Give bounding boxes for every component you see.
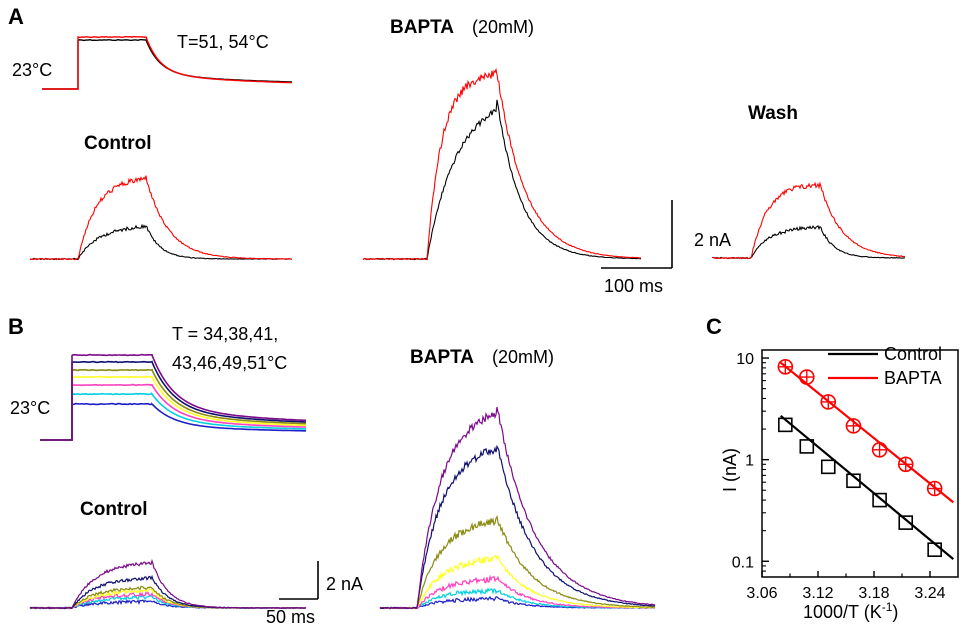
panel-a-baseline-temp-label: 23°C (12, 60, 52, 80)
panel-c-x-axis-title: 1000/T (K-1) (803, 600, 898, 622)
panel-a-scale-current-label: 2 nA (694, 230, 731, 250)
panel-b-control-label: Control (80, 499, 148, 520)
panel-c-letter: C (706, 314, 722, 339)
panel-c-axes: 3.06 3.12 3.18 3.24 0.1 1 10 (732, 351, 946, 602)
data-point-bapta (845, 418, 862, 434)
panel-c-legend: Control BAPTA (828, 344, 942, 388)
panel-c-chart: 3.06 3.12 3.18 3.24 0.1 1 10 Control BAPTA 1000… (720, 344, 959, 622)
y-tick-label: 1 (745, 453, 754, 470)
series-bapta (777, 359, 955, 504)
panel-a-letter: A (8, 4, 24, 29)
panel-a-wash-label: Wash (748, 103, 798, 124)
panel-a-control-trace-high (29, 175, 292, 261)
panel-b-baseline-temp-label: 23°C (10, 398, 50, 418)
panel-a: A 23°C T=51, 54°C Control BAPTA (20mM) W… (8, 4, 906, 296)
panel-a-control-label: Control (84, 133, 152, 154)
panel-a-wash-trace-high (712, 181, 906, 260)
data-point-control (846, 473, 861, 489)
panel-a-step-temps-label: T=51, 54°C (177, 32, 269, 52)
legend-label-control: Control (884, 344, 942, 364)
x-tick-label: 3.18 (858, 585, 889, 602)
panel-b-temp-trace-2 (40, 391, 306, 441)
panel-b-temp-trace-6 (40, 360, 307, 441)
y-tick-label: 0.1 (732, 554, 754, 571)
panel-b-bapta-trace-3 (379, 574, 656, 610)
panel-b-step-temps-label-line1: T = 34,38,41, (172, 324, 278, 344)
panel-b-bapta-conc-label: (20mM) (492, 347, 554, 367)
data-point-bapta (777, 359, 794, 375)
panel-a-wash-traces (712, 181, 906, 260)
panel-b-control-traces (29, 558, 307, 610)
data-point-bapta (798, 369, 815, 385)
panel-a-control-trace-low (29, 223, 293, 261)
panel-a-control-traces (29, 175, 293, 261)
panel-a-bapta-trace-high (362, 67, 641, 261)
data-point-control (927, 542, 942, 557)
panel-a-scale-time-label: 100 ms (604, 276, 663, 296)
data-point-control (778, 417, 793, 433)
y-tick-label: 10 (736, 351, 754, 368)
data-point-control (820, 459, 836, 475)
data-point-bapta (926, 480, 943, 497)
panel-b-temp-trace-4 (40, 375, 306, 441)
panel-a-bapta-label: BAPTA (390, 17, 454, 38)
panel-a-bapta-conc-label: (20mM) (472, 17, 534, 37)
x-tick-label: 3.24 (914, 585, 945, 602)
data-point-control (872, 492, 887, 508)
panel-b-temp-trace-1 (40, 402, 307, 441)
panel-a-temp-trace-high (42, 35, 293, 90)
panel-a-wash-trace-low (712, 225, 906, 260)
data-point-control (799, 439, 815, 454)
panel-b-scale-time-label: 50 ms (266, 607, 315, 627)
panel-b-bapta-trace-6 (379, 444, 656, 610)
x-tick-label: 3.12 (802, 585, 833, 602)
data-point-bapta (820, 394, 837, 410)
panel-c: C 3.06 3.12 3.18 3.24 0.1 1 10 Control BAPTA 10… (706, 314, 959, 622)
panel-b-bapta-trace-4 (380, 555, 656, 610)
panel-b-scale-bar: 2 nA 50 ms (266, 561, 363, 627)
legend-label-bapta: BAPTA (884, 368, 942, 388)
panel-b-scale-current-label: 2 nA (326, 574, 363, 594)
panel-b: B T = 34,38,41, 43,46,49,51°C 23°C Contr… (8, 314, 656, 627)
panel-b-temp-protocol-traces (40, 353, 307, 441)
panel-b-letter: B (8, 314, 24, 339)
panel-c-series (777, 359, 955, 560)
panel-b-control-trace-7 (29, 558, 307, 610)
panel-b-bapta-trace-7 (379, 406, 656, 610)
panel-a-temp-protocol-traces (42, 35, 293, 90)
panel-b-bapta-label: BAPTA (410, 347, 474, 368)
panel-b-temp-trace-7 (40, 353, 306, 441)
panel-b-temp-trace-5 (40, 368, 307, 441)
data-point-control (898, 515, 914, 530)
panel-a-bapta-trace-low (362, 99, 642, 261)
panel-b-bapta-trace-5 (379, 514, 656, 610)
panel-a-bapta-traces (362, 67, 642, 261)
data-point-bapta (871, 442, 888, 458)
panel-c-y-axis-title: I (nA) (720, 448, 740, 492)
panel-b-bapta-traces (379, 406, 656, 610)
panel-b-temp-trace-3 (40, 383, 307, 441)
series-control (778, 414, 955, 560)
panel-b-step-temps-label-line2: 43,46,49,51°C (172, 353, 287, 373)
x-tick-label: 3.06 (746, 585, 777, 602)
panel-a-scale-bar: 2 nA 100 ms (601, 200, 731, 296)
panel-c-plot-frame (761, 349, 959, 578)
fit-line-bapta (779, 361, 955, 504)
data-point-bapta (897, 456, 914, 473)
